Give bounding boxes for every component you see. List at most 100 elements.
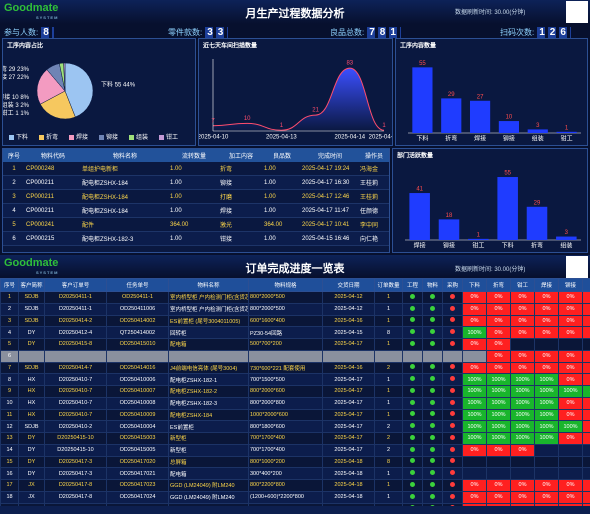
table-cell: 2025-04-18 [322,490,375,504]
data-label: 10 [506,115,513,121]
status-dot [430,434,435,440]
status-cell [422,326,443,339]
table-cell: 激光 [219,217,263,232]
stat-value: 781 [367,27,401,38]
table-row: 18 JX D20250417-8 OD250417024 GGD (LM24049) … [0,490,590,504]
table-row: 2 CP000211 配电柜ZSHX-184 1.00 铆接 1.00 2025-04-17… [3,175,389,190]
x-tick-label: 折弯 [531,242,543,250]
table-cell: D20250415-8 [44,338,107,351]
progress-cell [534,338,559,351]
status-dot [410,434,415,440]
progress-cell [510,467,535,480]
progress-cell: 100% [510,396,535,410]
header-bar [0,255,590,277]
table-cell: 800*1800*600 [248,420,323,433]
stat: 良品总数: 781 [330,27,401,38]
table-cell: 配电柜ZSHX-182-1 [168,373,249,386]
status-cell [422,349,443,363]
progress-cell: 0% [558,373,583,386]
table-cell: 2025-04-17 [322,385,375,398]
label-part: 10 [12,95,19,101]
table-cell: 1 [374,385,403,398]
table-cell: 2025-04-17 [322,443,375,457]
table-row: 11 HX D20250410-7 OD250410009 配电柜ZSHX-184 100… [0,408,590,422]
table-cell: CP000241 [25,217,81,232]
table-cell: 配电柜ZSHX-182-3 [81,231,169,246]
logo: Goodmate SYSTEM [4,3,58,23]
table-cell: 室内桥型柜 户内检测门柜(含货芯) [168,291,249,304]
data-label: 55 [504,171,511,177]
table-cell: D20250417-8 [44,490,107,504]
material-panel: 序号 物料代码 物料名称 流转数量 加工内容 良品数 完成时间 操作员 1 CP000248 单组护… [2,148,390,253]
status-cell [402,314,423,328]
status-cell [442,373,463,386]
status-dot [450,364,455,370]
progress-cell: 100% [534,385,559,398]
status-cell [402,373,423,386]
bar-panel: 工序内容数量 55 下料 29 折弯 27 焊接 10 铆接 3 组装 1 钳工 [395,38,588,146]
table-cell: OD250410008 [106,396,169,410]
progress-cell: 0% [582,314,590,328]
bar [526,206,548,240]
progress-cell: 100% [462,408,487,422]
status-cell [422,443,443,457]
table-cell: 1 [3,162,25,176]
table-cell: 1 [374,373,403,386]
table-cell: 2025-04-12 [322,291,375,304]
label-part: 2% [20,103,29,109]
status-cell [402,432,423,445]
table-cell: OD250410009 [106,408,169,422]
table-cell: 10 [0,396,19,410]
label-part: 铆接 [3,93,10,101]
status-dot [430,470,435,476]
data-label: 29 [534,200,541,206]
status-dot [410,458,415,464]
table-cell: 新型柜 [168,432,249,445]
table-cell: 2025-04-17 10:41 [301,217,359,232]
status-cell [402,302,423,316]
column-header: 操作员 [359,149,389,162]
table-cell: 9 [0,385,19,398]
table-cell: 800*2000*600 [248,385,323,398]
table-cell: D20250414-7 [44,361,107,375]
table-cell: OD250414002 [106,314,169,328]
status-cell [442,479,463,492]
column-header: 良品数 [263,149,301,162]
table-cell: D20250415-10 [44,432,107,445]
table-cell: 1.00 [263,175,301,190]
table-cell: JX [18,479,45,492]
status-cell [402,479,423,492]
data-label: 18 [446,213,453,219]
progress-cell: 0% [558,432,583,445]
footer-bar [0,506,590,514]
board-title: 订单完成进度一览表 [245,263,345,275]
table-cell: D20250417-3 [44,455,107,469]
progress-cell: 0% [510,291,535,304]
table-cell: OD250411006 [106,302,169,316]
legend-label: 下料 [16,133,28,141]
stat-value: 8 [41,27,54,38]
table-cell: SDJB [18,302,45,316]
table-cell: 1 [374,314,403,328]
column-header: 客户简称 [18,278,45,292]
progress-cell: 0% [558,314,583,328]
logo: Goodmate SYSTEM [4,258,58,278]
table-cell: 2025-04-17 [322,396,375,410]
table-cell: DY [18,338,45,351]
column-header: 采购 [442,278,463,292]
chart: 工序内容数量 55 下料 29 折弯 27 焊接 10 铆接 3 组装 1 钳工 [400,42,581,143]
table-cell: 730*600*221 配套使用 [248,361,323,375]
table-cell: 300*400*200 [248,467,323,480]
qr-code [566,256,588,278]
progress-cell: 100% [534,420,559,433]
progress-cell: 0% [558,349,583,363]
column-header: 组装 [582,278,590,292]
status-dot [430,305,435,311]
column-header: 流转数量 [169,149,219,162]
column-header: 任务单号 [106,278,169,292]
progress-cell: 0% [534,326,559,339]
status-cell [442,314,463,328]
progress-cell: 0% [462,314,487,328]
table-cell: 2025-04-17 [322,420,375,433]
